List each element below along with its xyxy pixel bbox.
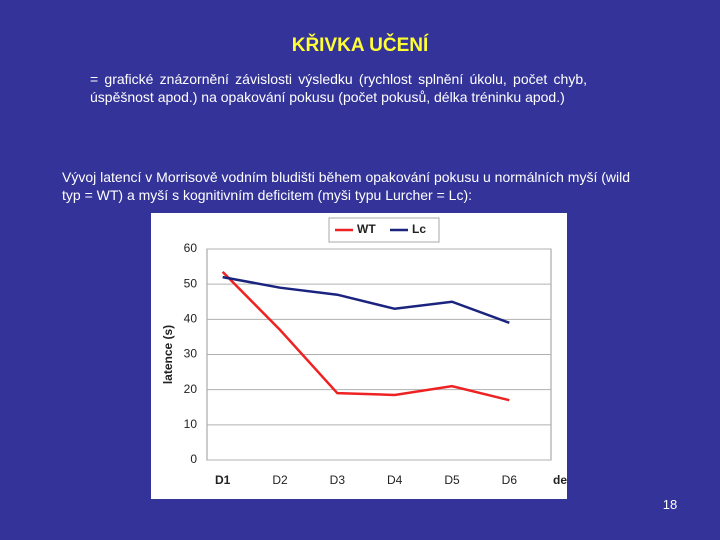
line-series: [221, 270, 510, 402]
legend-box: [328, 217, 440, 243]
legend-label: WT: [357, 222, 376, 236]
chart-background: [151, 213, 567, 499]
x-tick-label: D4: [387, 473, 403, 487]
caption: Vývoj latencí v Morrisově vodním bludišt…: [62, 169, 631, 203]
x-tick-label: D3: [330, 473, 346, 487]
y-tick-label: 10: [184, 417, 198, 431]
line-series: [222, 275, 510, 325]
chart: 0 10 20 30 40 50 60 latence (s) D1 D2 D3 D4 D5 D6 den W…: [151, 213, 567, 499]
y-tick-label: 40: [184, 312, 198, 326]
y-tick-label: 50: [184, 276, 198, 290]
x-axis-label: den: [553, 473, 567, 487]
y-tick-label: 30: [184, 347, 198, 361]
x-tick-label: D1: [215, 473, 231, 487]
definition: = grafické znázornění závislosti výsledk…: [90, 71, 587, 105]
legend-label: Lc: [412, 222, 426, 236]
x-tick-label: D2: [272, 473, 288, 487]
slide-title: KŘIVKA UČENÍ: [291, 35, 429, 56]
page-number: 18: [662, 497, 678, 512]
y-axis-label: latence (s): [161, 325, 175, 384]
y-tick-label: 0: [190, 452, 197, 466]
y-tick-label: 20: [184, 382, 198, 396]
y-tick-label: 60: [184, 241, 198, 255]
x-tick-label: D6: [502, 473, 518, 487]
x-tick-label: D5: [444, 473, 460, 487]
